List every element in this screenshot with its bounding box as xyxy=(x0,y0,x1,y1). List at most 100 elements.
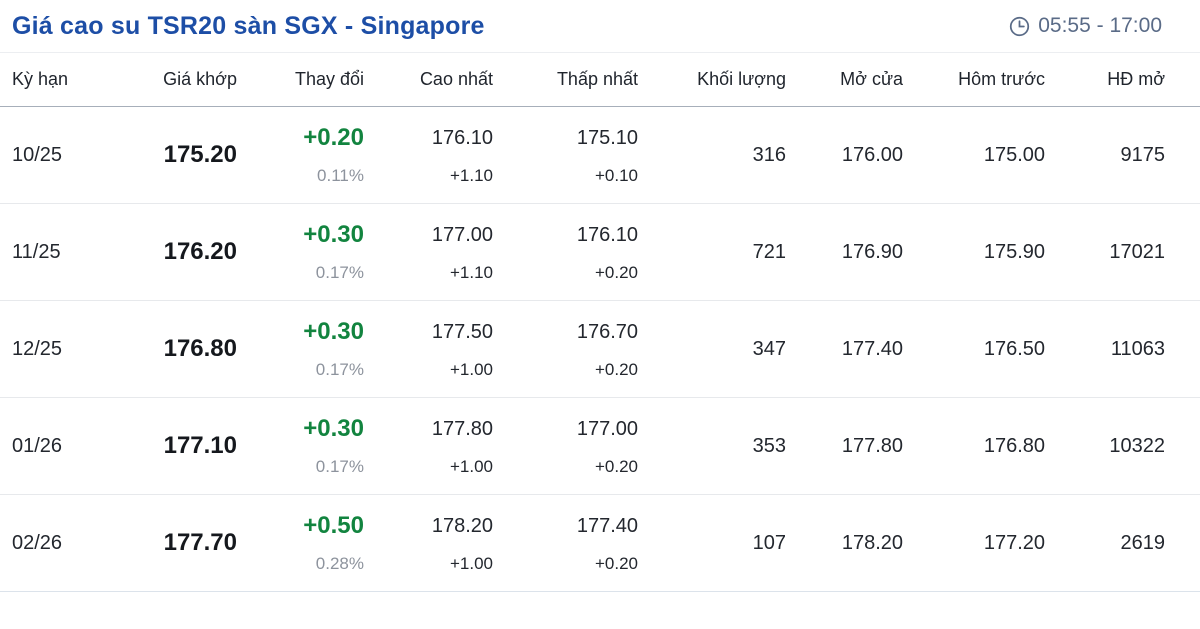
trading-session-time: 05:55 - 17:00 xyxy=(1009,14,1162,38)
col-header-hom-truoc: Hôm trước xyxy=(958,69,1045,89)
cell-ky-han: 11/25 xyxy=(12,204,102,300)
cell-cao-nhat: 177.00 +1.10 xyxy=(364,204,493,300)
change-percent: 0.17% xyxy=(315,360,364,379)
cell-cao-nhat: 177.50 +1.00 xyxy=(364,301,493,397)
volume: 347 xyxy=(752,337,786,360)
cell-cao-nhat: 178.20 +1.00 xyxy=(364,495,493,591)
low-price: 177.00 xyxy=(576,418,638,440)
low-change: +0.10 xyxy=(594,166,638,185)
cell-khoi-luong: 353 xyxy=(638,398,786,494)
prev-close: 177.20 xyxy=(983,531,1045,554)
cell-khoi-luong: 721 xyxy=(638,204,786,300)
cell-thay-doi: +0.20 0.11% xyxy=(237,107,364,203)
low-change: +0.20 xyxy=(594,554,638,573)
cell-hom-truoc: 176.50 xyxy=(903,301,1045,397)
col-header-mo-cua: Mở cửa xyxy=(840,69,903,89)
high-change: +1.00 xyxy=(449,360,493,379)
prev-close: 176.80 xyxy=(983,434,1045,457)
cell-ky-han: 02/26 xyxy=(12,495,102,591)
high-change: +1.10 xyxy=(449,166,493,185)
high-change: +1.00 xyxy=(449,457,493,476)
low-price: 175.10 xyxy=(576,127,638,149)
high-price: 178.20 xyxy=(431,515,493,537)
cell-thap-nhat: 177.40 +0.20 xyxy=(493,495,638,591)
contract-month: 12/25 xyxy=(12,337,63,360)
cell-thay-doi: +0.30 0.17% xyxy=(237,301,364,397)
prev-close: 175.90 xyxy=(983,240,1045,263)
cell-hom-truoc: 175.00 xyxy=(903,107,1045,203)
cell-hom-truoc: 177.20 xyxy=(903,495,1045,591)
col-header-thap-nhat: Thấp nhất xyxy=(556,69,638,89)
cell-gia-khop: 177.70 xyxy=(102,495,237,591)
cell-gia-khop: 176.20 xyxy=(102,204,237,300)
high-change: +1.10 xyxy=(449,263,493,282)
open-price: 178.20 xyxy=(841,531,903,554)
table-row: 10/25 175.20 +0.20 0.11% 176.10 +1.10 17… xyxy=(0,107,1200,204)
volume: 107 xyxy=(752,531,786,554)
cell-hd-mo: 11063 xyxy=(1045,301,1165,397)
volume: 316 xyxy=(752,143,786,166)
cell-thay-doi: +0.30 0.17% xyxy=(237,204,364,300)
cell-thay-doi: +0.50 0.28% xyxy=(237,495,364,591)
page-title: Giá cao su TSR20 sàn SGX - Singapore xyxy=(12,11,485,40)
open-price: 177.80 xyxy=(841,434,903,457)
cell-cao-nhat: 176.10 +1.10 xyxy=(364,107,493,203)
cell-mo-cua: 177.40 xyxy=(786,301,903,397)
col-header-ky-han: Kỳ hạn xyxy=(12,69,69,89)
cell-gia-khop: 177.10 xyxy=(102,398,237,494)
open-interest: 2619 xyxy=(1120,531,1166,554)
change-percent: 0.28% xyxy=(315,554,364,573)
open-price: 176.00 xyxy=(841,143,903,166)
open-price: 177.40 xyxy=(841,337,903,360)
last-price: 176.20 xyxy=(163,238,237,265)
cell-cao-nhat: 177.80 +1.00 xyxy=(364,398,493,494)
cell-hd-mo: 9175 xyxy=(1045,107,1166,203)
open-interest: 10322 xyxy=(1109,434,1165,457)
cell-hd-mo: 17021 xyxy=(1045,204,1165,300)
cell-mo-cua: 176.00 xyxy=(786,107,903,203)
change-value: +0.20 xyxy=(303,124,364,151)
high-price: 177.80 xyxy=(431,418,493,440)
open-interest: 17021 xyxy=(1109,240,1165,263)
change-percent: 0.17% xyxy=(315,263,364,282)
low-price: 177.40 xyxy=(576,515,638,537)
volume: 721 xyxy=(752,240,786,263)
cell-gia-khop: 176.80 xyxy=(102,301,237,397)
change-value: +0.30 xyxy=(303,415,364,442)
low-change: +0.20 xyxy=(594,457,638,476)
low-price: 176.10 xyxy=(576,224,638,246)
cell-thap-nhat: 176.10 +0.20 xyxy=(493,204,638,300)
col-header-khoi-luong: Khối lượng xyxy=(697,69,786,89)
table-row: 02/26 177.70 +0.50 0.28% 178.20 +1.00 17… xyxy=(0,495,1200,592)
table-header-row: Kỳ hạn Giá khớp Thay đổi Cao nhất Thấp n… xyxy=(0,53,1200,107)
contract-month: 11/25 xyxy=(12,240,61,263)
cell-hom-truoc: 175.90 xyxy=(903,204,1045,300)
change-percent: 0.17% xyxy=(315,457,364,476)
cell-mo-cua: 178.20 xyxy=(786,495,903,591)
low-change: +0.20 xyxy=(594,360,638,379)
table-row: 11/25 176.20 +0.30 0.17% 177.00 +1.10 17… xyxy=(0,204,1200,301)
cell-ky-han: 12/25 xyxy=(12,301,102,397)
cell-ky-han: 10/25 xyxy=(12,107,102,203)
change-value: +0.50 xyxy=(303,512,364,539)
cell-thap-nhat: 175.10 +0.10 xyxy=(493,107,638,203)
open-interest: 9175 xyxy=(1120,143,1166,166)
cell-thay-doi: +0.30 0.17% xyxy=(237,398,364,494)
low-change: +0.20 xyxy=(594,263,638,282)
volume: 353 xyxy=(752,434,786,457)
cell-thap-nhat: 176.70 +0.20 xyxy=(493,301,638,397)
low-price: 176.70 xyxy=(576,321,638,343)
table-row: 12/25 176.80 +0.30 0.17% 177.50 +1.00 17… xyxy=(0,301,1200,398)
cell-khoi-luong: 347 xyxy=(638,301,786,397)
high-price: 176.10 xyxy=(431,127,493,149)
col-header-thay-doi: Thay đổi xyxy=(294,69,364,89)
last-price: 175.20 xyxy=(163,141,237,168)
contract-month: 10/25 xyxy=(12,143,63,166)
table-row: 01/26 177.10 +0.30 0.17% 177.80 +1.00 17… xyxy=(0,398,1200,495)
open-price: 176.90 xyxy=(841,240,903,263)
col-header-cao-nhat: Cao nhất xyxy=(419,69,493,89)
last-price: 176.80 xyxy=(163,335,237,362)
high-price: 177.50 xyxy=(431,321,493,343)
contract-month: 02/26 xyxy=(12,531,63,554)
